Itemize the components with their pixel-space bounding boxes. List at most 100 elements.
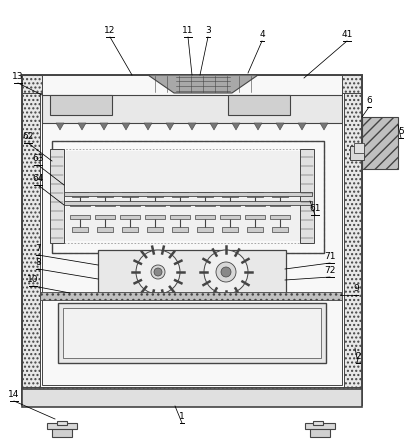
Text: 10: 10 xyxy=(27,275,39,284)
Bar xyxy=(97,227,113,232)
Bar xyxy=(98,250,286,295)
Polygon shape xyxy=(320,123,328,130)
Bar xyxy=(95,202,115,206)
Circle shape xyxy=(216,262,236,282)
Bar xyxy=(313,421,323,425)
Bar xyxy=(170,215,190,219)
Circle shape xyxy=(151,265,165,279)
Text: 72: 72 xyxy=(324,266,336,275)
Polygon shape xyxy=(144,123,152,130)
Bar xyxy=(362,117,398,169)
Bar xyxy=(245,202,265,206)
Text: 12: 12 xyxy=(104,26,116,35)
Circle shape xyxy=(154,268,162,276)
Bar xyxy=(22,389,362,407)
Bar xyxy=(172,192,188,197)
Text: 71: 71 xyxy=(324,252,336,261)
Bar xyxy=(40,292,342,300)
Polygon shape xyxy=(166,123,174,130)
Bar xyxy=(64,201,312,205)
Bar xyxy=(220,202,240,206)
Bar xyxy=(305,423,335,429)
Bar xyxy=(72,192,88,197)
Text: 61: 61 xyxy=(309,204,321,213)
Bar xyxy=(272,227,288,232)
Bar xyxy=(245,215,265,219)
Polygon shape xyxy=(100,123,108,130)
Polygon shape xyxy=(122,123,130,130)
Text: 9: 9 xyxy=(353,284,359,293)
Bar xyxy=(22,75,362,405)
Bar xyxy=(57,421,67,425)
Bar xyxy=(22,75,362,93)
Bar xyxy=(63,308,321,358)
Bar xyxy=(70,215,90,219)
Bar xyxy=(120,215,140,219)
Bar xyxy=(66,151,310,241)
Circle shape xyxy=(136,250,180,294)
Bar xyxy=(145,215,165,219)
Bar xyxy=(197,192,213,197)
Bar xyxy=(310,425,330,437)
Bar xyxy=(197,227,213,232)
Text: 14: 14 xyxy=(8,390,20,399)
Bar xyxy=(172,227,188,232)
Circle shape xyxy=(221,267,231,277)
Polygon shape xyxy=(276,123,284,130)
Text: 11: 11 xyxy=(182,26,194,35)
Bar xyxy=(222,227,238,232)
Bar xyxy=(64,149,312,243)
Bar xyxy=(354,143,364,153)
Bar xyxy=(47,423,77,429)
Polygon shape xyxy=(56,123,64,130)
Polygon shape xyxy=(78,123,86,130)
Bar xyxy=(228,95,290,115)
Text: 3: 3 xyxy=(205,26,211,35)
Bar xyxy=(272,192,288,197)
Bar xyxy=(220,215,240,219)
Bar xyxy=(52,425,72,437)
Text: 4: 4 xyxy=(259,30,265,39)
Bar xyxy=(42,75,342,385)
Circle shape xyxy=(204,250,248,294)
Bar xyxy=(270,202,290,206)
Text: 1: 1 xyxy=(179,412,185,421)
Bar xyxy=(50,95,112,115)
Bar xyxy=(72,227,88,232)
Bar xyxy=(170,202,190,206)
Text: 62: 62 xyxy=(22,132,34,141)
Text: 41: 41 xyxy=(342,30,353,39)
Bar xyxy=(300,149,314,243)
Bar xyxy=(222,192,238,197)
Bar xyxy=(70,202,90,206)
Text: 7: 7 xyxy=(35,244,41,253)
Polygon shape xyxy=(188,123,196,130)
Polygon shape xyxy=(298,123,306,130)
Bar xyxy=(52,141,324,253)
Text: 64: 64 xyxy=(32,174,44,183)
Bar xyxy=(52,141,324,253)
Bar xyxy=(97,192,113,197)
Bar xyxy=(247,227,263,232)
Bar xyxy=(247,192,263,197)
Polygon shape xyxy=(254,123,262,130)
Polygon shape xyxy=(210,123,218,130)
Text: 6: 6 xyxy=(366,96,372,105)
Text: 8: 8 xyxy=(35,258,41,267)
Bar xyxy=(350,146,364,160)
Text: 5: 5 xyxy=(398,127,404,136)
Bar xyxy=(64,192,312,196)
Bar xyxy=(195,215,215,219)
Text: 63: 63 xyxy=(32,154,44,163)
Bar xyxy=(145,202,165,206)
Bar xyxy=(195,202,215,206)
Bar xyxy=(120,202,140,206)
Bar xyxy=(22,75,40,405)
Bar xyxy=(50,149,64,243)
Bar xyxy=(122,192,138,197)
Bar xyxy=(122,227,138,232)
Text: 13: 13 xyxy=(12,72,24,81)
Bar xyxy=(344,75,362,405)
Bar xyxy=(147,192,163,197)
Bar xyxy=(42,95,342,123)
